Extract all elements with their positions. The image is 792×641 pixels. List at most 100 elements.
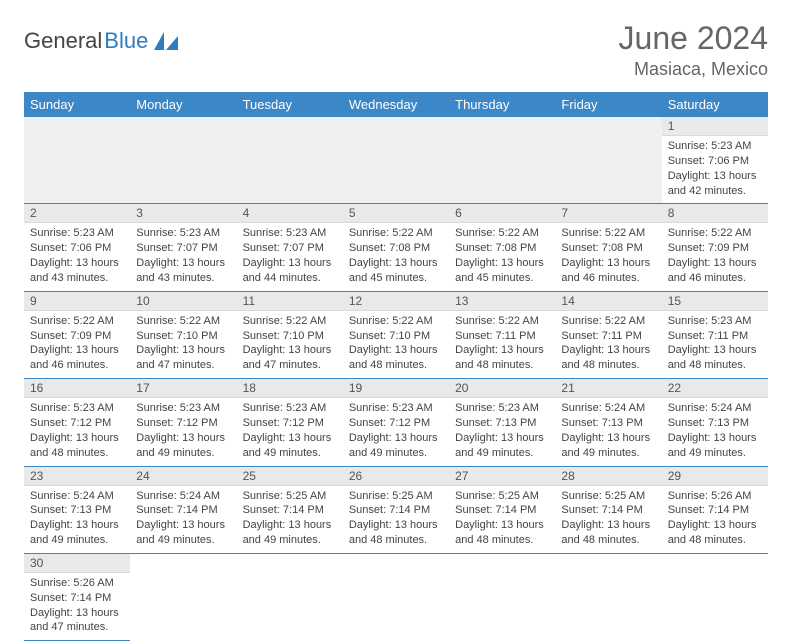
calendar-cell: 3Sunrise: 5:23 AMSunset: 7:07 PMDaylight… — [130, 204, 236, 291]
daylight-line: Daylight: 13 hours and 49 minutes. — [455, 431, 549, 461]
calendar-week-row: 16Sunrise: 5:23 AMSunset: 7:12 PMDayligh… — [24, 379, 768, 466]
calendar-cell: 14Sunrise: 5:22 AMSunset: 7:11 PMDayligh… — [555, 291, 661, 378]
calendar-cell — [449, 553, 555, 640]
sunset-line: Sunset: 7:10 PM — [349, 329, 443, 344]
day-body: Sunrise: 5:23 AMSunset: 7:12 PMDaylight:… — [343, 398, 449, 465]
calendar-cell: 12Sunrise: 5:22 AMSunset: 7:10 PMDayligh… — [343, 291, 449, 378]
calendar-cell: 10Sunrise: 5:22 AMSunset: 7:10 PMDayligh… — [130, 291, 236, 378]
calendar-cell: 5Sunrise: 5:22 AMSunset: 7:08 PMDaylight… — [343, 204, 449, 291]
day-body: Sunrise: 5:23 AMSunset: 7:12 PMDaylight:… — [24, 398, 130, 465]
calendar-week-row: 23Sunrise: 5:24 AMSunset: 7:13 PMDayligh… — [24, 466, 768, 553]
day-number: 7 — [555, 204, 661, 223]
sunrise-line: Sunrise: 5:23 AM — [668, 139, 762, 154]
sunrise-line: Sunrise: 5:25 AM — [243, 489, 337, 504]
day-number: 25 — [237, 467, 343, 486]
calendar-cell: 16Sunrise: 5:23 AMSunset: 7:12 PMDayligh… — [24, 379, 130, 466]
day-number: 16 — [24, 379, 130, 398]
sunset-line: Sunset: 7:13 PM — [668, 416, 762, 431]
calendar-cell — [130, 553, 236, 640]
col-monday: Monday — [130, 92, 236, 117]
sunrise-line: Sunrise: 5:25 AM — [455, 489, 549, 504]
calendar-cell: 2Sunrise: 5:23 AMSunset: 7:06 PMDaylight… — [24, 204, 130, 291]
sunrise-line: Sunrise: 5:23 AM — [349, 401, 443, 416]
sunrise-line: Sunrise: 5:23 AM — [243, 401, 337, 416]
sunrise-line: Sunrise: 5:24 AM — [668, 401, 762, 416]
day-body: Sunrise: 5:25 AMSunset: 7:14 PMDaylight:… — [555, 486, 661, 553]
sunset-line: Sunset: 7:10 PM — [243, 329, 337, 344]
daylight-line: Daylight: 13 hours and 46 minutes. — [668, 256, 762, 286]
sunrise-line: Sunrise: 5:23 AM — [668, 314, 762, 329]
sunset-line: Sunset: 7:12 PM — [30, 416, 124, 431]
sunset-line: Sunset: 7:13 PM — [455, 416, 549, 431]
day-body: Sunrise: 5:24 AMSunset: 7:13 PMDaylight:… — [662, 398, 768, 465]
day-body: Sunrise: 5:22 AMSunset: 7:09 PMDaylight:… — [24, 311, 130, 378]
sunrise-line: Sunrise: 5:22 AM — [349, 314, 443, 329]
sunrise-line: Sunrise: 5:22 AM — [349, 226, 443, 241]
col-saturday: Saturday — [662, 92, 768, 117]
sunrise-line: Sunrise: 5:24 AM — [561, 401, 655, 416]
calendar-cell: 15Sunrise: 5:23 AMSunset: 7:11 PMDayligh… — [662, 291, 768, 378]
day-body: Sunrise: 5:24 AMSunset: 7:13 PMDaylight:… — [24, 486, 130, 553]
calendar-cell: 29Sunrise: 5:26 AMSunset: 7:14 PMDayligh… — [662, 466, 768, 553]
day-body: Sunrise: 5:23 AMSunset: 7:12 PMDaylight:… — [237, 398, 343, 465]
sunset-line: Sunset: 7:07 PM — [243, 241, 337, 256]
calendar-cell — [343, 553, 449, 640]
sunset-line: Sunset: 7:06 PM — [668, 154, 762, 169]
day-number: 4 — [237, 204, 343, 223]
day-body: Sunrise: 5:22 AMSunset: 7:11 PMDaylight:… — [449, 311, 555, 378]
day-body: Sunrise: 5:22 AMSunset: 7:08 PMDaylight:… — [343, 223, 449, 290]
day-number: 27 — [449, 467, 555, 486]
calendar-cell: 26Sunrise: 5:25 AMSunset: 7:14 PMDayligh… — [343, 466, 449, 553]
logo: GeneralBlue — [24, 28, 180, 54]
sunrise-line: Sunrise: 5:23 AM — [243, 226, 337, 241]
day-body: Sunrise: 5:22 AMSunset: 7:09 PMDaylight:… — [662, 223, 768, 290]
daylight-line: Daylight: 13 hours and 49 minutes. — [561, 431, 655, 461]
day-body: Sunrise: 5:25 AMSunset: 7:14 PMDaylight:… — [449, 486, 555, 553]
sunset-line: Sunset: 7:10 PM — [136, 329, 230, 344]
daylight-line: Daylight: 13 hours and 48 minutes. — [349, 518, 443, 548]
location: Masiaca, Mexico — [619, 59, 768, 80]
day-number: 5 — [343, 204, 449, 223]
day-body: Sunrise: 5:23 AMSunset: 7:07 PMDaylight:… — [130, 223, 236, 290]
day-number: 19 — [343, 379, 449, 398]
sunrise-line: Sunrise: 5:22 AM — [243, 314, 337, 329]
daylight-line: Daylight: 13 hours and 44 minutes. — [243, 256, 337, 286]
daylight-line: Daylight: 13 hours and 49 minutes. — [349, 431, 443, 461]
day-body: Sunrise: 5:25 AMSunset: 7:14 PMDaylight:… — [237, 486, 343, 553]
calendar-cell: 22Sunrise: 5:24 AMSunset: 7:13 PMDayligh… — [662, 379, 768, 466]
sunrise-line: Sunrise: 5:22 AM — [455, 226, 549, 241]
sunset-line: Sunset: 7:12 PM — [243, 416, 337, 431]
calendar-week-row: 30Sunrise: 5:26 AMSunset: 7:14 PMDayligh… — [24, 553, 768, 640]
sunrise-line: Sunrise: 5:22 AM — [561, 314, 655, 329]
calendar-week-row: 1Sunrise: 5:23 AMSunset: 7:06 PMDaylight… — [24, 117, 768, 204]
day-body: Sunrise: 5:23 AMSunset: 7:07 PMDaylight:… — [237, 223, 343, 290]
day-number: 23 — [24, 467, 130, 486]
col-friday: Friday — [555, 92, 661, 117]
calendar-cell: 25Sunrise: 5:25 AMSunset: 7:14 PMDayligh… — [237, 466, 343, 553]
day-number: 15 — [662, 292, 768, 311]
sunset-line: Sunset: 7:14 PM — [243, 503, 337, 518]
sunrise-line: Sunrise: 5:22 AM — [136, 314, 230, 329]
daylight-line: Daylight: 13 hours and 48 minutes. — [668, 343, 762, 373]
sunset-line: Sunset: 7:11 PM — [561, 329, 655, 344]
calendar-week-row: 9Sunrise: 5:22 AMSunset: 7:09 PMDaylight… — [24, 291, 768, 378]
day-number: 29 — [662, 467, 768, 486]
day-number: 13 — [449, 292, 555, 311]
day-body: Sunrise: 5:26 AMSunset: 7:14 PMDaylight:… — [662, 486, 768, 553]
daylight-line: Daylight: 13 hours and 43 minutes. — [30, 256, 124, 286]
daylight-line: Daylight: 13 hours and 47 minutes. — [136, 343, 230, 373]
calendar-cell: 20Sunrise: 5:23 AMSunset: 7:13 PMDayligh… — [449, 379, 555, 466]
day-number: 26 — [343, 467, 449, 486]
sunset-line: Sunset: 7:08 PM — [349, 241, 443, 256]
sunrise-line: Sunrise: 5:26 AM — [668, 489, 762, 504]
daylight-line: Daylight: 13 hours and 49 minutes. — [243, 518, 337, 548]
calendar-cell — [449, 117, 555, 204]
month-title: June 2024 — [619, 20, 768, 57]
day-number: 1 — [662, 117, 768, 136]
day-body: Sunrise: 5:22 AMSunset: 7:10 PMDaylight:… — [130, 311, 236, 378]
calendar-week-row: 2Sunrise: 5:23 AMSunset: 7:06 PMDaylight… — [24, 204, 768, 291]
sunrise-line: Sunrise: 5:24 AM — [136, 489, 230, 504]
calendar-cell — [662, 553, 768, 640]
calendar-cell — [343, 117, 449, 204]
daylight-line: Daylight: 13 hours and 47 minutes. — [243, 343, 337, 373]
